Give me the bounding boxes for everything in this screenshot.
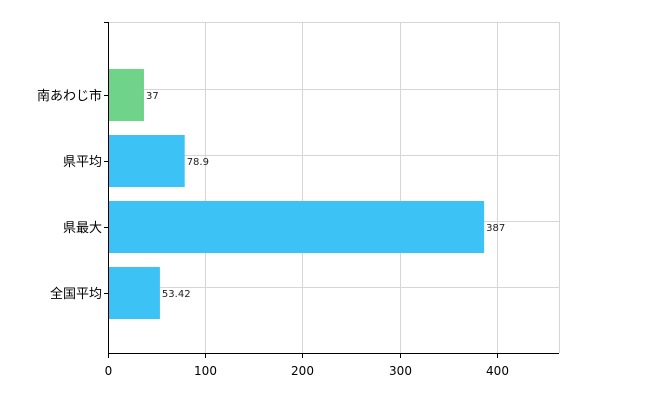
x-tick-label: 0 <box>105 364 113 378</box>
bar <box>109 135 185 187</box>
data-label: 37 <box>146 91 159 102</box>
bar <box>109 69 144 121</box>
y-tick-label: 全国平均 <box>50 286 102 302</box>
bars <box>109 69 485 319</box>
x-tick-label: 400 <box>486 364 509 378</box>
data-label: 53.42 <box>162 289 191 300</box>
y-tick-label: 南あわじ市 <box>37 88 102 104</box>
gridlines <box>108 22 560 353</box>
x-tick-label: 300 <box>389 364 412 378</box>
labels: 37 南あわじ市 78.9 県平均 387 県最大 53.42 全国平均 0 100 200 300 4… <box>37 88 509 378</box>
y-tick-label: 県最大 <box>63 221 102 236</box>
bar <box>109 201 485 253</box>
data-label: 78.9 <box>187 157 209 168</box>
data-label: 387 <box>486 223 505 234</box>
axes <box>104 22 559 358</box>
x-tick-label: 100 <box>194 364 217 378</box>
y-tick-label: 県平均 <box>63 155 102 170</box>
x-tick-label: 200 <box>291 364 314 378</box>
bar <box>109 267 160 319</box>
